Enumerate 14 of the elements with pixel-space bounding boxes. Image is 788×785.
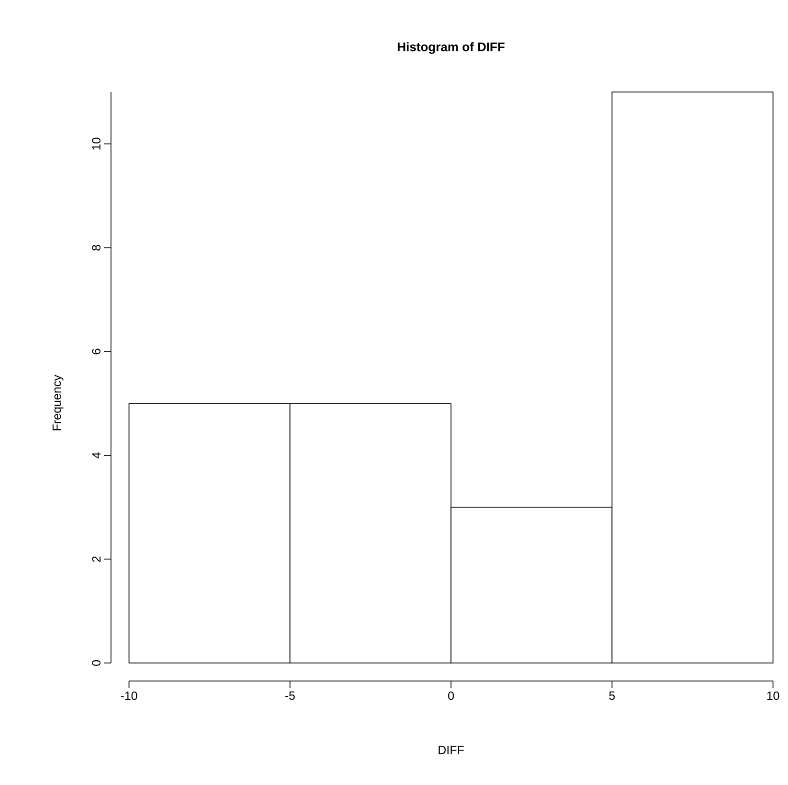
x-tick-label: 5 <box>609 692 615 700</box>
y-tick-label: 6 <box>92 348 100 354</box>
x-tick-label: 0 <box>448 692 454 700</box>
y-tick-label: 0 <box>92 660 100 666</box>
x-tick-label: 10 <box>767 692 780 700</box>
x-tick-label: -5 <box>285 692 295 700</box>
y-tick-label: 10 <box>92 138 100 150</box>
x-axis-title: DIFF <box>438 746 464 754</box>
chart-title: Histogram of DIFF <box>398 42 505 54</box>
y-tick-label: 4 <box>92 452 100 458</box>
y-tick-label: 2 <box>92 556 100 562</box>
x-tick-label: -10 <box>120 692 138 700</box>
y-tick-label: 8 <box>92 244 100 251</box>
y-axis-title: Frequency <box>52 374 64 430</box>
